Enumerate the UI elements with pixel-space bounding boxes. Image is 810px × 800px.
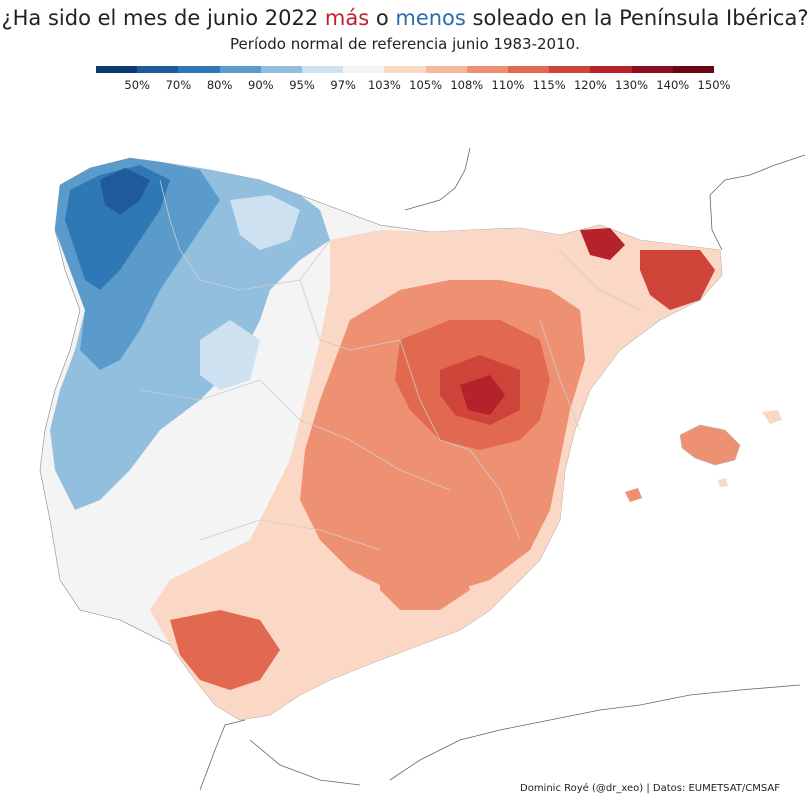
legend-tick-label: 110% (491, 78, 525, 92)
legend-swatch (508, 66, 550, 73)
color-legend: 50% 70% 80% 90% 95% 97% 103% 105% 108% 110% 115% 12… (96, 66, 730, 106)
legend-swatch (549, 66, 591, 73)
legend-tick-label: 108% (450, 78, 484, 92)
legend-swatch (178, 66, 220, 73)
title-more-word: más (324, 6, 370, 30)
iberia-sunshine-map (39, 147, 806, 791)
credit-line: Dominic Royé (@dr_xeo) | Datos: EUMETSAT… (520, 783, 780, 794)
legend-tick-label: 103% (367, 78, 401, 92)
legend-tick-labels: 50% 70% 80% 90% 95% 97% 103% 105% 108% 110% 115% 12… (96, 78, 730, 94)
legend-tick-label: 95% (289, 78, 315, 92)
legend-tick-label: 90% (248, 78, 274, 92)
title-less-word: menos (395, 6, 466, 30)
title-middle: o (369, 6, 396, 30)
legend-swatch (631, 66, 673, 73)
balearic-islands (625, 410, 782, 502)
title-prefix: ¿Ha sido el mes de junio 2022 (1, 6, 325, 30)
legend-tick-label: 80% (206, 78, 233, 92)
france-africa-coastlines (199, 147, 806, 791)
region-borders (139, 179, 641, 551)
legend-tick-label: 115% (532, 78, 566, 92)
legend-tick-label: 70% (165, 78, 192, 92)
legend-swatch (137, 66, 179, 73)
legend-tick-label: 97% (330, 78, 356, 92)
map-title: ¿Ha sido el mes de junio 2022 más o meno… (0, 6, 810, 30)
title-suffix: soleado en la Península Ibérica? (465, 6, 809, 30)
legend-tick-label: 50% (124, 78, 150, 92)
legend-swatch (96, 66, 138, 73)
legend-tick-label: 150% (697, 78, 731, 92)
legend-swatch (302, 66, 344, 73)
legend-swatch (590, 66, 632, 73)
map-subtitle: Período normal de referencia junio 1983-… (230, 35, 580, 53)
legend-tick-label: 130% (615, 78, 649, 92)
legend-swatch (343, 66, 385, 73)
legend-swatch (219, 66, 261, 73)
legend-swatch (425, 66, 467, 73)
legend-swatch (466, 66, 509, 73)
legend-swatch (384, 66, 426, 73)
legend-swatch (672, 66, 715, 73)
legend-tick-label: 120% (573, 78, 607, 92)
legend-swatch (260, 66, 303, 73)
legend-tick-label: 105% (409, 78, 443, 92)
region-more-sunny (150, 225, 722, 720)
legend-color-bar (96, 66, 715, 73)
legend-tick-label: 140% (656, 78, 690, 92)
